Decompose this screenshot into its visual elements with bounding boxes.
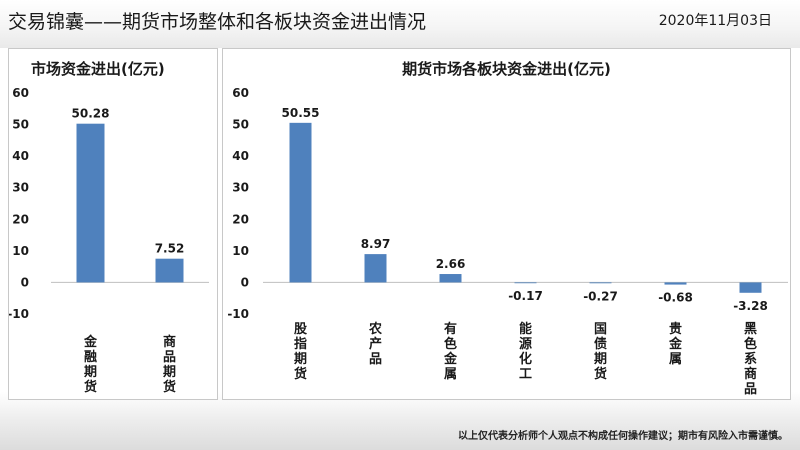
market-flow-chart-panel: 市场资金进出(亿元) -10 0 10 20 30 40 50 60 50.28 金融期货 7.52… bbox=[8, 48, 218, 400]
y-tick-label: 0 bbox=[21, 275, 29, 289]
bar-value-label: 50.28 bbox=[72, 107, 110, 121]
chart-title: 市场资金进出(亿元) bbox=[31, 60, 165, 78]
y-tick-label: -10 bbox=[227, 307, 249, 321]
y-tick-label: 20 bbox=[12, 212, 29, 226]
category-label: 股指期货 bbox=[294, 322, 307, 382]
y-tick-label: 30 bbox=[12, 181, 29, 195]
bar-value-label: 50.55 bbox=[282, 106, 320, 120]
page-date: 2020年11月03日 bbox=[658, 13, 772, 29]
bar bbox=[589, 282, 612, 284]
bar bbox=[364, 254, 387, 283]
disclaimer-text: 以上仅代表分析师个人观点不构成任何操作建议；期市有风险入市需谨慎。 bbox=[458, 431, 788, 442]
category-label: 商品期货 bbox=[163, 334, 176, 395]
bar-value-label: 7.52 bbox=[155, 242, 185, 256]
sector-flow-chart-panel: 期货市场各板块资金进出(亿元) -10 0 10 20 30 40 50 60 50.55 股指期… bbox=[222, 48, 791, 400]
footer-background bbox=[0, 392, 800, 450]
category-label: 农产品 bbox=[368, 321, 382, 367]
bar bbox=[439, 274, 462, 283]
bar-value-label: 8.97 bbox=[361, 237, 391, 251]
y-tick-label: 10 bbox=[12, 244, 29, 258]
y-tick-label: 50 bbox=[12, 118, 29, 132]
bar bbox=[76, 123, 105, 283]
market-flow-chart: -10 0 10 20 30 40 50 60 50.28 金融期货 7.52 商品期货 bbox=[9, 86, 209, 395]
y-tick-label: 60 bbox=[12, 86, 29, 100]
header-background bbox=[0, 0, 800, 48]
bar-value-label: -0.27 bbox=[583, 289, 618, 303]
chart-title: 期货市场各板块资金进出(亿元) bbox=[402, 60, 611, 78]
category-label: 国债期货 bbox=[594, 322, 607, 382]
category-label: 有色金属 bbox=[443, 321, 458, 382]
bar-value-label: -0.68 bbox=[658, 291, 693, 305]
bar-value-label: -0.17 bbox=[508, 289, 543, 303]
y-tick-label: 40 bbox=[232, 149, 249, 163]
y-tick-label: 40 bbox=[12, 149, 29, 163]
bar bbox=[514, 282, 537, 284]
page-title: 交易锦囊——期货市场整体和各板块资金进出情况 bbox=[8, 11, 427, 33]
sector-flow-chart: -10 0 10 20 30 40 50 60 50.55 股指期货 8.97 农产品 2.66 有色金属… bbox=[227, 86, 788, 397]
bar bbox=[739, 282, 762, 293]
y-tick-label: 20 bbox=[232, 212, 249, 226]
bar-value-label: 2.66 bbox=[436, 257, 466, 271]
category-label: 金融期货 bbox=[83, 334, 98, 395]
bar bbox=[664, 282, 687, 285]
y-tick-label: 50 bbox=[232, 118, 249, 132]
y-tick-label: 10 bbox=[232, 244, 249, 258]
bar bbox=[155, 258, 184, 283]
category-label: 贵金属 bbox=[668, 321, 683, 367]
category-label: 能源化工 bbox=[519, 321, 532, 382]
y-tick-label: 60 bbox=[232, 86, 249, 100]
category-label: 黑色系商品 bbox=[744, 322, 757, 397]
y-tick-label: -10 bbox=[9, 307, 29, 321]
y-tick-label: 0 bbox=[241, 275, 249, 289]
bar bbox=[289, 122, 312, 283]
bar-value-label: -3.28 bbox=[733, 299, 768, 313]
y-tick-label: 30 bbox=[232, 181, 249, 195]
